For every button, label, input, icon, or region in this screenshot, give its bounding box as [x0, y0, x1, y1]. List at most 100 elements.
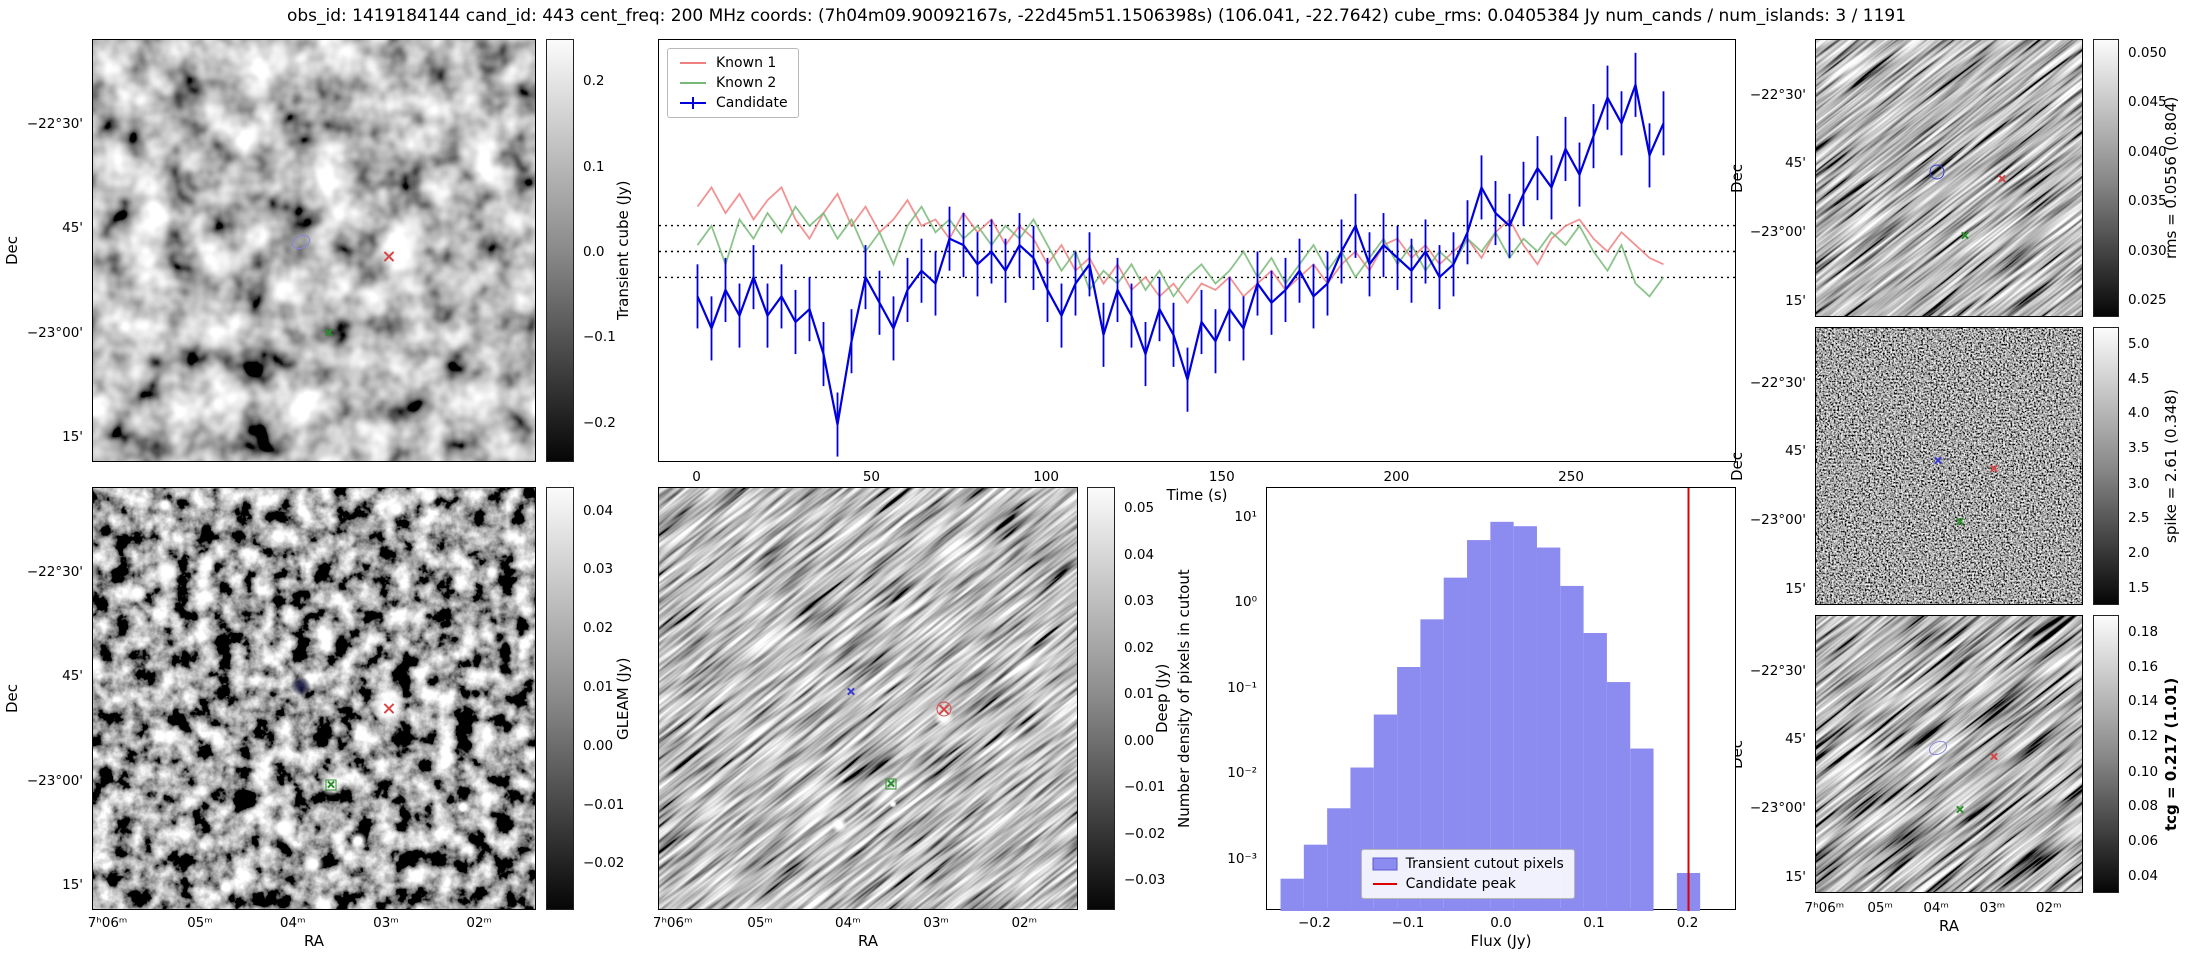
known1-marker-icon	[382, 702, 395, 715]
legend-label-candidate: Candidate	[716, 95, 788, 111]
tick-label: 0.04	[583, 502, 614, 519]
legend-label-cutout-pixels: Transient cutout pixels	[1405, 856, 1564, 872]
tick-label: 45'	[1785, 155, 1806, 172]
tcg-cutout-image	[1816, 616, 2082, 892]
histogram-x-axis-label: Flux (Jy)	[1470, 932, 1532, 950]
dark-source-blob	[290, 675, 311, 696]
transient-colorbar-ticks: 0.2 0.1 0.0 −0.1 −0.2	[578, 39, 630, 462]
spike-dec-ticks: −22°30' 45' −23°00' 15'	[1745, 327, 1811, 605]
tick-label: 50	[862, 469, 881, 485]
lightcurve-x-ticks: 0 50 100 150 200 250	[658, 466, 1736, 485]
known2-marker-icon	[885, 778, 897, 790]
known2-line-swatch	[680, 82, 706, 84]
bright-source-blob	[157, 496, 174, 513]
tick-label: 0.1	[1583, 915, 1605, 931]
tick-label: 0.06	[2128, 833, 2159, 850]
gleam-colorbar-ticks: 0.04 0.03 0.02 0.01 0.00 −0.01 −0.02	[578, 487, 630, 910]
bright-source-blob	[127, 583, 148, 604]
tick-label: 15'	[62, 429, 83, 446]
bright-source-blob	[454, 799, 471, 816]
bright-source-blob	[419, 488, 438, 506]
tick-label: 15'	[62, 877, 83, 894]
bright-source-blob	[215, 876, 236, 897]
flux-histogram-panel: Transient cutout pixels Candidate peak	[1266, 487, 1736, 911]
tick-label: 05ᵐ	[1867, 900, 1893, 916]
tick-label: 3.0	[2128, 475, 2150, 492]
tick-label: 04ᵐ	[835, 915, 861, 931]
tick-label: 03ᵐ	[923, 915, 949, 931]
tick-label: 0.2	[1676, 915, 1699, 931]
candidate-marker-icon	[1929, 164, 1945, 180]
legend-item-known2: Known 2	[678, 75, 788, 91]
tick-label: 0.12	[2128, 728, 2159, 745]
deep-colorbar	[1087, 487, 1115, 910]
tick-label: −0.02	[583, 855, 625, 872]
known1-marker-icon	[1998, 174, 2007, 183]
legend-label-known1: Known 1	[716, 55, 777, 71]
tcg-colorbar	[2093, 615, 2119, 893]
gleam-dec-ticks: −22°30' 45' −23°00' 15'	[20, 487, 88, 910]
tick-label: 0.1	[583, 158, 605, 175]
histogram-legend: Transient cutout pixels Candidate peak	[1360, 849, 1575, 899]
transient-dec-ticks: −22°30' 45' −23°00' 15'	[20, 39, 88, 462]
bright-source-blob	[889, 799, 898, 808]
tcg-colorbar-label: tcg = 0.217 (1.01)	[2162, 677, 2180, 831]
candidate-marker-icon	[847, 687, 856, 696]
tick-label: 10⁻³	[1227, 850, 1257, 867]
deep-colorbar-label: Deep (Jy)	[1153, 663, 1171, 734]
histogram-y-ticks: 10¹ 10⁰ 10⁻¹ 10⁻² 10⁻³	[1196, 487, 1262, 910]
deep-colorbar-ticks: 0.05 0.04 0.03 0.02 0.01 0.00 −0.01 −0.02 −0.03	[1119, 487, 1167, 910]
tick-label: −0.02	[1124, 825, 1166, 842]
tick-label: 250	[1558, 469, 1584, 485]
tick-label: 02ᵐ	[1011, 915, 1038, 931]
tick-label: 0.00	[1124, 732, 1155, 749]
tick-label: 0	[692, 469, 701, 485]
tick-label: 0.025	[2128, 292, 2167, 309]
bright-source-blob	[830, 816, 847, 833]
tick-label: 0.14	[2128, 693, 2159, 710]
known1-marker-icon	[1990, 752, 1999, 761]
known1-marker-icon	[1990, 464, 1999, 473]
tick-label: −0.2	[583, 414, 616, 431]
tick-label: 10⁰	[1234, 594, 1257, 611]
histogram-patch-swatch	[1372, 857, 1398, 871]
tick-label: 04ᵐ	[279, 915, 306, 931]
spike-colorbar-label: spike = 2.61 (0.348)	[2162, 389, 2180, 543]
tick-label: 0.01	[1124, 686, 1155, 703]
transient-colorbar-label: Transient cube (Jy)	[614, 180, 632, 321]
tick-label: 45'	[62, 220, 83, 237]
gleam-ra-ticks: 7ʰ06ᵐ 05ᵐ 04ᵐ 03ᵐ 02ᵐ	[88, 912, 536, 931]
spike-cutout-panel	[1815, 327, 2083, 605]
tick-label: 1.5	[2128, 580, 2150, 597]
spike-cutout-image	[1816, 328, 2082, 604]
tick-label: 5.0	[2128, 335, 2150, 352]
rms-dec-ticks: −22°30' 45' −23°00' 15'	[1745, 39, 1811, 317]
tick-label: 02ᵐ	[466, 915, 492, 931]
legend-item-candidate-peak: Candidate peak	[1372, 876, 1564, 892]
bright-source-blob	[155, 559, 182, 586]
tick-label: 0.035	[2128, 193, 2167, 210]
transient-cutout-panel	[92, 39, 536, 462]
tick-label: −23°00'	[26, 772, 83, 789]
tcg-cutout-panel	[1815, 615, 2083, 893]
tick-label: −22°30'	[26, 563, 83, 580]
tick-label: 0.10	[2128, 763, 2159, 780]
tick-label: 0.040	[2128, 143, 2167, 160]
tick-label: −0.1	[583, 329, 616, 346]
gleam-dec-axis-label: Dec	[3, 683, 21, 714]
tick-label: 10⁻¹	[1227, 679, 1257, 696]
transient-cutout-image	[93, 40, 535, 461]
deep-cutout-panel	[658, 487, 1078, 910]
tcg-ra-axis-label: RA	[1938, 917, 1960, 935]
deep-cutout-image	[659, 488, 1077, 909]
gleam-cutout-panel	[92, 487, 536, 910]
known2-marker-icon	[325, 328, 334, 337]
legend-label-known2: Known 2	[716, 75, 777, 91]
tcg-dec-ticks: −22°30' 45' −23°00' 15'	[1745, 615, 1811, 893]
legend-item-cutout-pixels: Transient cutout pixels	[1372, 856, 1564, 872]
tick-label: −22°30'	[1749, 374, 1806, 391]
tick-label: 7ʰ06ᵐ	[87, 915, 128, 931]
tick-label: 200	[1383, 469, 1410, 485]
tick-label: 7ʰ06ᵐ	[652, 915, 693, 931]
spike-colorbar-ticks: 5.0 4.5 4.0 3.5 3.0 2.5 2.0 1.5	[2123, 327, 2171, 605]
